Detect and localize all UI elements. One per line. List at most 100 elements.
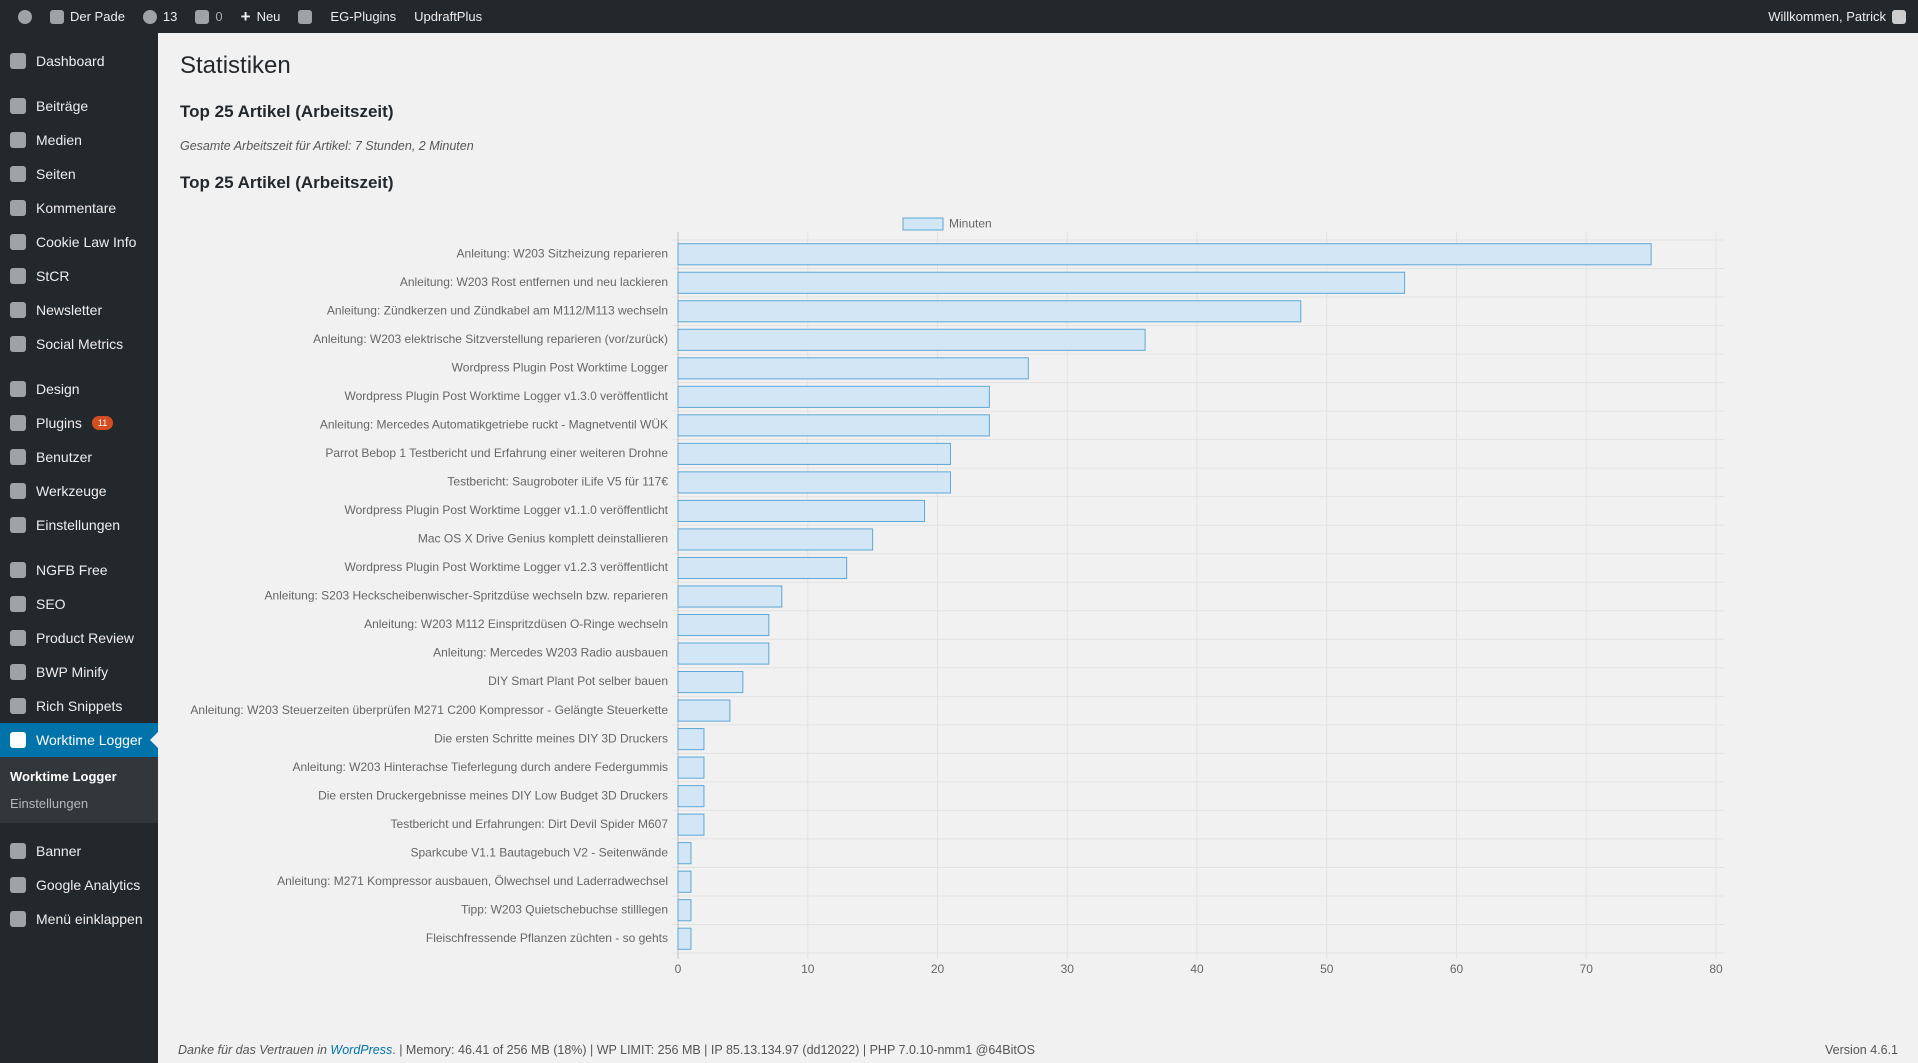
menu-item[interactable]: Seiten: [0, 157, 158, 191]
menu-item[interactable]: BWP Minify: [0, 655, 158, 689]
bar: [677, 385, 990, 408]
menu-item[interactable]: Beiträge: [0, 89, 158, 123]
menu-item[interactable]: Banner: [0, 834, 158, 868]
y-tick-label: Testbericht: Saugroboter iLife V5 für 11…: [447, 475, 668, 489]
menu-label: Seiten: [36, 166, 76, 182]
menu-label: NGFB Free: [36, 562, 108, 578]
y-tick-label: Anleitung: W203 Rost entfernen und neu l…: [400, 275, 668, 289]
menu-label: Social Metrics: [36, 336, 124, 352]
section-heading: Top 25 Artikel (Arbeitszeit): [180, 102, 394, 121]
menu-icon: [10, 630, 26, 646]
y-tick-label: Anleitung: S203 Heckscheibenwischer-Spri…: [264, 589, 668, 603]
menu-item[interactable]: SEO: [0, 587, 158, 621]
menu-item[interactable]: Google Analytics: [0, 868, 158, 902]
updates[interactable]: 13: [142, 9, 178, 24]
y-tick-label: Anleitung: Mercedes Automatikgetriebe ru…: [320, 418, 668, 432]
menu-label: Medien: [36, 132, 82, 148]
menu-gap: [0, 542, 158, 553]
menu-item[interactable]: Menü einklappen: [0, 902, 158, 936]
menu-item[interactable]: Medien: [0, 123, 158, 157]
menu-icon: [10, 132, 26, 148]
menu-gap: [0, 361, 158, 372]
submenu-item[interactable]: Worktime Logger: [10, 769, 117, 784]
submenu-item[interactable]: Einstellungen: [10, 796, 89, 811]
menu-item[interactable]: Einstellungen: [0, 508, 158, 542]
menu-icon: [10, 562, 26, 578]
menu-label: Beiträge: [36, 98, 89, 114]
bar: [677, 699, 731, 722]
total-note: Gesamte Arbeitszeit für Artikel: 7 Stund…: [180, 139, 474, 153]
footer: Danke für das Vertrauen in WordPress. | …: [178, 1043, 1035, 1057]
menu-icon: [10, 449, 26, 465]
new-label: Neu: [256, 9, 281, 24]
wp-logo[interactable]: [18, 9, 32, 24]
menu-item[interactable]: Kommentare: [0, 191, 158, 225]
menu-icon: [10, 415, 26, 431]
y-tick-label: Sparkcube V1.1 Bautagebuch V2 - Seitenwä…: [410, 845, 668, 859]
menu-item[interactable]: Dashboard: [0, 44, 158, 78]
site-link[interactable]: Der Pade: [50, 9, 125, 24]
y-tick-label: DIY Smart Plant Pot selber bauen: [488, 674, 668, 688]
y-tick-label: Mac OS X Drive Genius komplett deinstall…: [418, 532, 668, 546]
menu-item[interactable]: Werkzeuge: [0, 474, 158, 508]
bar: [677, 243, 1652, 266]
menu-label: Cookie Law Info: [36, 234, 137, 250]
y-tick-label: Die ersten Druckergebnisse meines DIY Lo…: [318, 788, 668, 802]
menu-label: Rich Snippets: [36, 698, 123, 714]
yoast[interactable]: [298, 9, 313, 24]
bar-item[interactable]: UpdraftPlus: [414, 9, 483, 24]
admin-bar: Der Pade 13 0 + Neu EG-Plugins UpdraftPlu…: [0, 0, 1918, 33]
x-tick-label: 30: [1061, 962, 1075, 976]
y-tick-label: Wordpress Plugin Post Worktime Logger: [452, 361, 668, 375]
comments[interactable]: 0: [195, 9, 223, 24]
bar: [677, 556, 848, 580]
menu-label: Kommentare: [36, 200, 117, 216]
page-title: Statistiken: [180, 52, 291, 79]
bar: [677, 842, 692, 865]
menu-label: BWP Minify: [36, 664, 109, 680]
bar-item[interactable]: EG-Plugins: [330, 9, 397, 24]
y-tick-label: Parrot Bebop 1 Testbericht und Erfahrung…: [325, 446, 668, 460]
menu-label: Google Analytics: [36, 877, 141, 893]
new-content[interactable]: + Neu: [240, 6, 281, 26]
chart-title: Top 25 Artikel (Arbeitszeit): [180, 173, 394, 192]
updates-count: 13: [162, 9, 178, 24]
menu-label: SEO: [36, 596, 66, 612]
footer-thanks: Danke für das Vertrauen in: [178, 1043, 327, 1057]
menu-item[interactable]: Product Review: [0, 621, 158, 655]
menu-icon: [10, 381, 26, 397]
menu-item[interactable]: NGFB Free: [0, 553, 158, 587]
y-tick-label: Anleitung: W203 elektrische Sitzverstell…: [313, 332, 668, 346]
bar: [677, 870, 692, 893]
account[interactable]: Willkommen, Patrick: [1768, 9, 1906, 24]
menu-item[interactable]: Cookie Law Info: [0, 225, 158, 259]
menu-icon: [10, 302, 26, 318]
menu-item[interactable]: StCR: [0, 259, 158, 293]
bar: [677, 927, 692, 950]
menu-item[interactable]: Worktime Logger: [0, 723, 158, 757]
y-tick-label: Anleitung: W203 Hinterachse Tieferlegung…: [292, 760, 668, 774]
bar: [677, 785, 705, 808]
x-tick-label: 20: [931, 962, 945, 976]
bar: [677, 328, 1146, 351]
menu-item[interactable]: Design: [0, 372, 158, 406]
menu-label: StCR: [36, 268, 70, 284]
submenu: Worktime Logger Einstellungen: [0, 757, 158, 823]
x-tick-label: 10: [801, 962, 815, 976]
footer-link[interactable]: WordPress: [330, 1043, 393, 1057]
menu-badge: 11: [91, 416, 114, 430]
menu-label: Dashboard: [36, 53, 105, 69]
menu-item[interactable]: Newsletter: [0, 293, 158, 327]
menu-icon: [10, 911, 26, 927]
menu-item[interactable]: Rich Snippets: [0, 689, 158, 723]
menu-label: Product Review: [36, 630, 135, 646]
menu-item[interactable]: Benutzer: [0, 440, 158, 474]
admin-menu: Dashboard Beiträge Medien Seiten Kommentare C…: [0, 33, 158, 1063]
menu-item[interactable]: Plugins 11: [0, 406, 158, 440]
menu-icon: [10, 53, 26, 69]
x-tick-label: 50: [1320, 962, 1334, 976]
bar: [677, 499, 926, 522]
menu-icon: [10, 200, 26, 216]
menu-item[interactable]: Social Metrics: [0, 327, 158, 361]
